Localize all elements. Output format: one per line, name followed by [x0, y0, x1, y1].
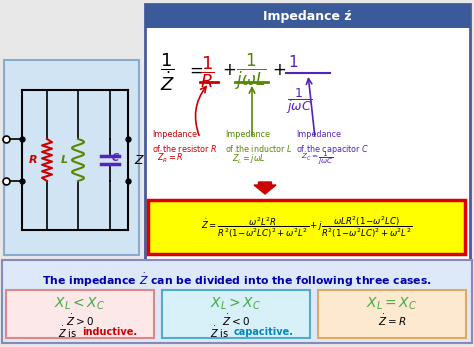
Bar: [318, 290, 466, 338]
Text: Impedance
of the inductor $L$: Impedance of the inductor $L$: [225, 130, 292, 154]
Text: inductive.: inductive.: [82, 327, 137, 337]
Text: $\dot{Z}_R = R$: $\dot{Z}_R = R$: [157, 150, 183, 166]
Text: $X_L = X_C$: $X_L = X_C$: [366, 296, 418, 312]
Text: $\dot{Z} = R$: $\dot{Z} = R$: [378, 312, 406, 328]
Bar: [148, 200, 465, 254]
Text: $\dot{Z}$ is: $\dot{Z}$ is: [58, 324, 78, 340]
Bar: [145, 4, 470, 28]
Bar: [4, 60, 139, 255]
Bar: [162, 290, 310, 338]
Text: $\dot{Z} = \dfrac{\omega^2 L^2 R}{R^2(1\!-\!\omega^2 LC)^2+\omega^2 L^2}+ j\dfra: $\dot{Z} = \dfrac{\omega^2 L^2 R}{R^2(1\…: [201, 214, 413, 240]
Text: $\it{Z}$: $\it{Z}$: [134, 153, 145, 167]
Text: $\dfrac{1}{R}$: $\dfrac{1}{R}$: [200, 54, 215, 90]
FancyArrow shape: [254, 182, 276, 194]
Text: $\dfrac{1}{\dot{Z}}$: $\dfrac{1}{\dot{Z}}$: [160, 51, 175, 93]
Text: $X_L < X_C$: $X_L < X_C$: [55, 296, 106, 312]
Text: $\dot{Z}$ is: $\dot{Z}$ is: [210, 324, 230, 340]
Text: $\dfrac{1}{j\omega C}$: $\dfrac{1}{j\omega C}$: [286, 86, 312, 116]
Text: $\dfrac{1}{j\omega L}$: $\dfrac{1}{j\omega L}$: [235, 52, 267, 92]
Text: Impedance
of the resistor $R$: Impedance of the resistor $R$: [152, 130, 218, 154]
Text: $1$: $1$: [288, 54, 298, 70]
Text: $\dot{Z} > 0$: $\dot{Z} > 0$: [66, 312, 94, 328]
Text: $\dot{Z}_C = \dfrac{1}{j\omega C}$: $\dot{Z}_C = \dfrac{1}{j\omega C}$: [301, 150, 334, 167]
Text: L: L: [61, 155, 68, 165]
Text: $\dot{Z}_L = j\omega L$: $\dot{Z}_L = j\omega L$: [232, 150, 266, 166]
Text: $X_L > X_C$: $X_L > X_C$: [210, 296, 262, 312]
Bar: [2, 260, 472, 343]
Text: The impedance $\dot{Z}$ can be divided into the following three cases.: The impedance $\dot{Z}$ can be divided i…: [42, 272, 432, 289]
Text: R: R: [29, 155, 37, 165]
Text: $=$: $=$: [186, 61, 203, 79]
Text: C: C: [112, 153, 119, 163]
Text: $\dot{Z} < 0$: $\dot{Z} < 0$: [222, 312, 250, 328]
Bar: [6, 290, 154, 338]
Text: Impedance ź: Impedance ź: [263, 9, 352, 23]
Text: $+$: $+$: [272, 61, 286, 79]
Text: $+$: $+$: [222, 61, 236, 79]
Text: Impedance
of the capacitor $C$: Impedance of the capacitor $C$: [296, 130, 369, 155]
Bar: [145, 4, 470, 262]
Text: capacitive.: capacitive.: [234, 327, 294, 337]
